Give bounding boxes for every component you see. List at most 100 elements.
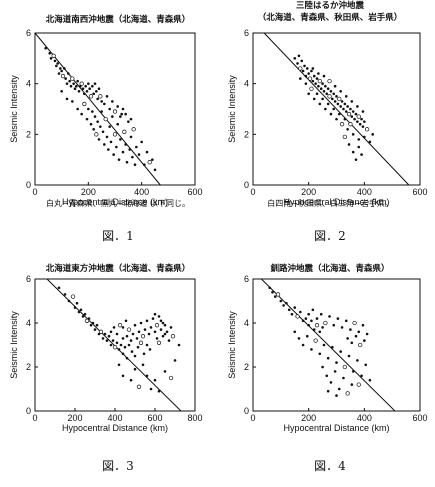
data-point <box>56 62 59 65</box>
data-point <box>127 343 131 347</box>
x-axis-label: Hypocentral Distance (km) <box>283 197 389 207</box>
data-point <box>117 348 121 351</box>
data-point <box>105 135 109 139</box>
data-point <box>111 100 114 103</box>
y-tick-label: 0 <box>26 406 31 416</box>
plot-frame <box>252 278 421 412</box>
data-point <box>344 319 348 323</box>
data-point <box>107 148 110 151</box>
data-point <box>364 127 370 132</box>
data-point <box>339 89 342 93</box>
data-point <box>57 72 61 75</box>
data-point <box>73 87 77 91</box>
data-point <box>101 130 105 134</box>
data-point <box>358 342 363 348</box>
data-point <box>319 87 323 91</box>
data-point <box>153 168 157 172</box>
data-point <box>93 82 97 85</box>
data-point <box>153 312 157 316</box>
data-point <box>332 92 336 96</box>
x-tick-label: 600 <box>412 187 427 197</box>
data-point <box>165 330 169 334</box>
data-point <box>329 89 333 93</box>
figure-number: 図．3 <box>102 459 134 473</box>
data-point <box>119 138 122 141</box>
data-point <box>94 132 99 137</box>
data-point <box>358 122 362 126</box>
data-point <box>326 102 330 106</box>
y-tick-label: 4 <box>26 318 31 328</box>
data-point <box>352 320 357 326</box>
data-point <box>55 64 58 68</box>
y-axis-label: Seismic Intensity <box>227 75 237 143</box>
data-point <box>361 323 365 327</box>
data-point <box>109 140 113 144</box>
y-tick-label: 2 <box>26 362 31 372</box>
data-point <box>325 374 329 378</box>
data-point <box>141 363 145 367</box>
data-point <box>107 334 111 338</box>
data-point <box>59 67 62 70</box>
data-point <box>321 97 324 101</box>
data-point <box>115 332 119 336</box>
data-point <box>124 112 127 116</box>
data-point <box>98 94 103 99</box>
data-point <box>151 317 155 320</box>
data-point <box>124 319 128 323</box>
data-point <box>145 319 149 323</box>
data-point <box>49 57 53 60</box>
data-point <box>363 120 366 123</box>
data-point <box>287 308 291 312</box>
data-point <box>70 76 75 81</box>
chart-panel-2: 三陸はるか沖地震（北海道、青森県、秋田県、岩手県） 0 200 400 600 0 2 4 6 H… <box>227 0 428 243</box>
data-point <box>315 77 319 80</box>
x-tick-label: 600 <box>187 187 202 197</box>
data-point <box>143 328 147 331</box>
data-point <box>81 87 85 91</box>
data-point <box>63 67 66 70</box>
data-point <box>310 69 313 73</box>
data-point <box>354 158 358 161</box>
data-point <box>142 352 146 356</box>
data-point <box>79 308 83 312</box>
y-axis-label: Seismic Intensity <box>9 75 19 143</box>
data-point <box>133 163 137 167</box>
data-point <box>133 367 137 371</box>
data-point <box>303 64 306 68</box>
data-point <box>315 317 319 320</box>
data-point <box>339 350 342 353</box>
x-axis-label: Hypocentral Distance (km) <box>62 423 168 433</box>
data-point <box>304 74 308 78</box>
chart-panel-3: 北海道東方沖地震（北海道、青森県） 0 200 400 600 800 0 2 4 6 Hypoce… <box>9 263 203 473</box>
data-point <box>82 101 87 107</box>
data-point <box>304 317 308 320</box>
x-tick-label: 600 <box>412 413 427 423</box>
data-point <box>307 323 310 327</box>
data-point <box>290 312 294 316</box>
y-tick-label: 2 <box>26 129 31 139</box>
data-point <box>98 329 104 334</box>
x-tick-label: 400 <box>357 187 372 197</box>
data-point <box>97 87 101 91</box>
data-point <box>356 382 361 387</box>
data-point <box>151 158 154 161</box>
data-point <box>97 138 101 141</box>
data-point <box>126 327 132 332</box>
data-point <box>116 122 119 126</box>
data-point <box>91 321 95 325</box>
chart-title: 釧路沖地震（北海道、青森県） <box>270 263 389 274</box>
data-point <box>314 82 317 85</box>
data-point <box>108 107 111 111</box>
data-point <box>83 92 86 96</box>
data-point <box>275 292 281 297</box>
data-point <box>100 110 103 113</box>
data-point <box>156 340 162 345</box>
data-point <box>133 354 137 358</box>
data-point <box>133 323 137 327</box>
regression-line <box>46 278 182 412</box>
data-point <box>44 46 47 50</box>
data-point <box>301 69 305 73</box>
data-point <box>336 102 340 106</box>
data-point <box>361 110 365 113</box>
data-point <box>310 348 313 351</box>
